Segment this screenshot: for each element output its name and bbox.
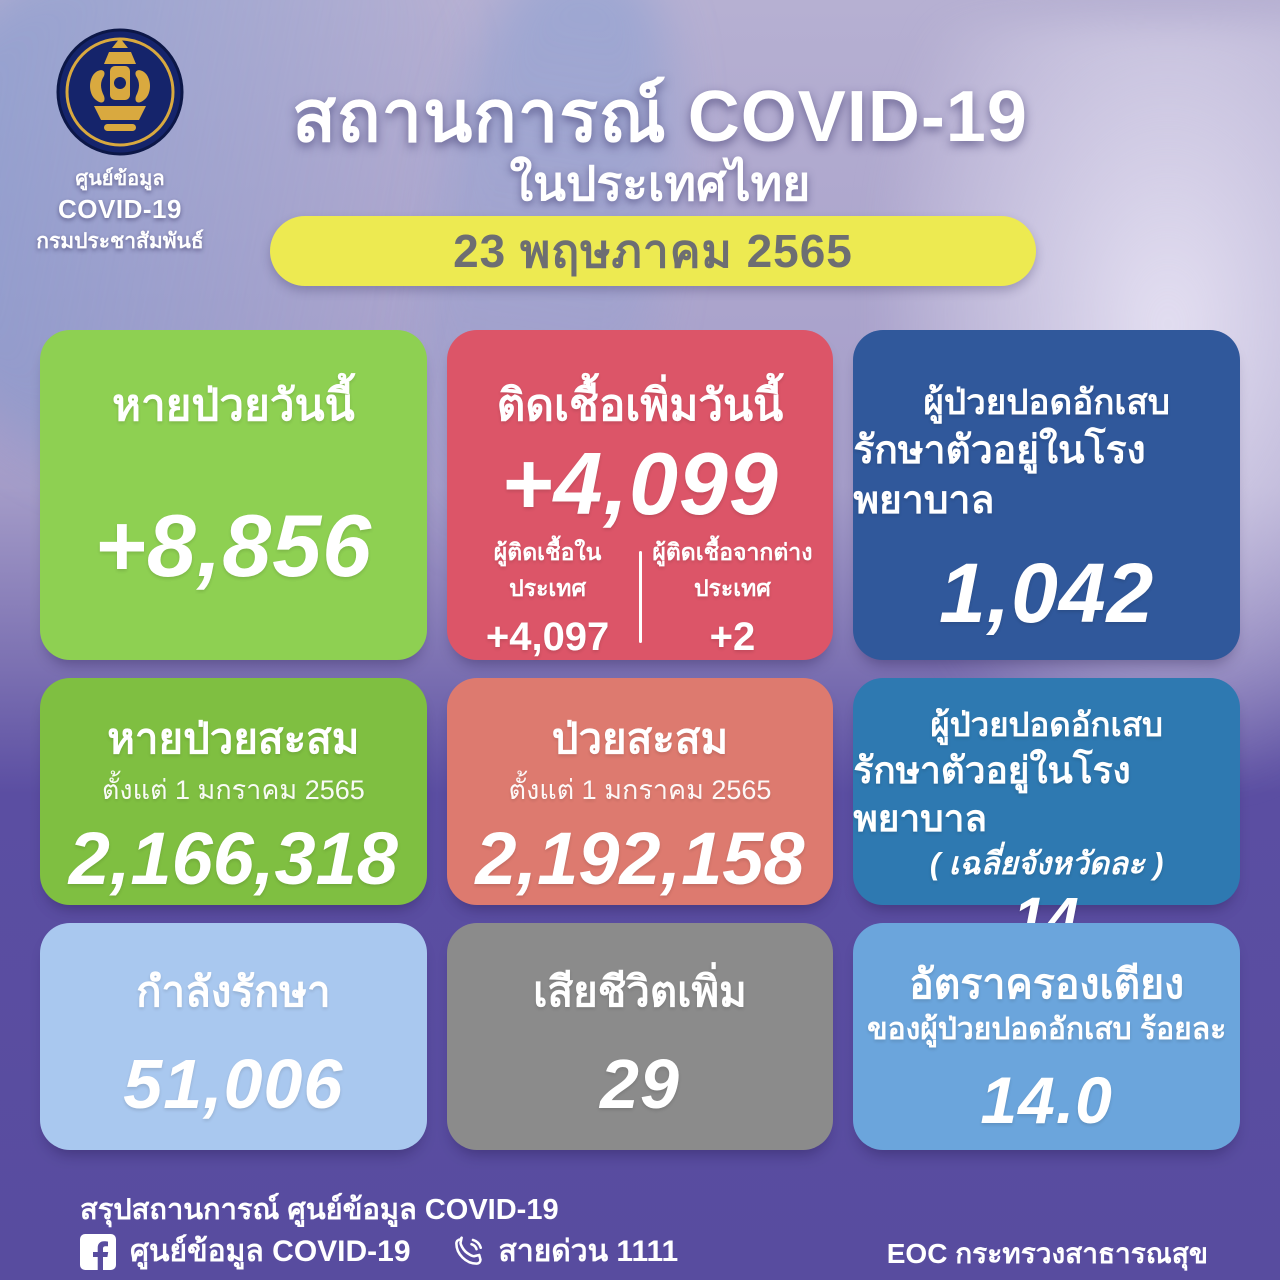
card-value: 2,192,158	[475, 816, 805, 900]
card-title: เสียชีวิตเพิ่ม	[533, 968, 747, 1015]
card-subtitle: ตั้งแต่ 1 มกราคม 2565	[508, 775, 772, 806]
logo-text-line1: ศูนย์ข้อมูล	[75, 168, 165, 190]
card-title-line2: รักษาตัวอยู่ในโรงพยาบาล	[853, 749, 1131, 839]
card-value: 14.0	[980, 1062, 1113, 1137]
card-recovered-cumulative: หายป่วยสะสม ตั้งแต่ 1 มกราคม 2565 2,166,…	[40, 678, 427, 905]
card-new-deaths: เสียชีวิตเพิ่ม 29	[446, 923, 834, 1150]
card-new-cases-today: ติดเชื้อเพิ่มวันนี้ +4,099 ผู้ติดเชื้อใน…	[446, 330, 834, 660]
domestic-cases-value: +4,097	[485, 614, 610, 659]
page-title: สถานการณ์ COVID-19	[292, 77, 1028, 157]
hotline-label: สายด่วน 1111	[498, 1235, 679, 1268]
abroad-cases-label: ผู้ติดเชื้อจากต่างประเทศ	[652, 538, 813, 601]
abroad-cases-value: +2	[709, 614, 756, 659]
card-title-line1: ผู้ป่วยปอดอักเสบ	[923, 383, 1170, 422]
facebook-page-label: ศูนย์ข้อมูล COVID-19	[130, 1235, 411, 1268]
card-subtitle: ตั้งแต่ 1 มกราคม 2565	[101, 775, 365, 806]
card-title: ติดเชื้อเพิ่มวันนี้	[496, 381, 784, 430]
footer-summary-text: สรุปสถานการณ์ ศูนย์ข้อมูล COVID-19	[80, 1194, 559, 1226]
logo-text-line3: กรมประชาสัมพันธ์	[36, 230, 204, 253]
logo-text-line2: COVID-19	[58, 194, 182, 224]
card-title-line3: ( เฉลี่ยจังหวัดละ )	[929, 846, 1164, 882]
card-cases-cumulative: ป่วยสะสม ตั้งแต่ 1 มกราคม 2565 2,192,158	[446, 678, 834, 905]
domestic-cases: ผู้ติดเชื้อในประเทศ +4,097	[457, 535, 639, 660]
card-pneumonia-hospitalized: ผู้ป่วยปอดอักเสบ รักษาตัวอยู่ในโรงพยาบาล…	[853, 330, 1240, 660]
card-title-line1: ผู้ป่วยปอดอักเสบ	[930, 706, 1163, 743]
stats-grid: หายป่วยวันนี้ +8,856 ติดเชื้อเพิ่มวันนี้…	[40, 330, 1240, 1150]
card-title-line1: อัตราครองเตียง	[909, 961, 1185, 1007]
case-breakdown-row: ผู้ติดเชื้อในประเทศ +4,097 ผู้ติดเชื้อจา…	[447, 535, 834, 694]
government-seal-logo: ศูนย์ข้อมูล COVID-19 กรมประชาสัมพันธ์	[10, 28, 230, 258]
facebook-icon	[80, 1233, 116, 1270]
card-value: 1,042	[939, 545, 1155, 640]
card-title: หายป่วยวันนี้	[111, 381, 355, 430]
card-title: หายป่วยสะสม	[107, 715, 360, 762]
footer-contact-row: ศูนย์ข้อมูล COVID-19 สายด่วน 1111	[80, 1228, 678, 1275]
card-value: +4,099	[501, 433, 779, 533]
card-recovered-today: หายป่วยวันนี้ +8,856	[40, 330, 427, 660]
garuda-emblem-icon	[56, 28, 184, 156]
card-pneumonia-avg-per-province: ผู้ป่วยปอดอักเสบ รักษาตัวอยู่ในโรงพยาบาล…	[853, 678, 1240, 951]
vertical-divider	[638, 551, 642, 644]
card-value: 2,166,318	[68, 816, 398, 900]
card-value: 29	[600, 1044, 680, 1123]
domestic-cases-label: ผู้ติดเชื้อในประเทศ	[493, 538, 602, 601]
card-title: ป่วยสะสม	[551, 715, 729, 762]
card-title-line2: ของผู้ป่วยปอดอักเสบ ร้อยละ	[867, 1013, 1227, 1047]
card-value: 51,006	[123, 1044, 344, 1123]
date-badge: 23 พฤษภาคม 2565	[270, 216, 1036, 286]
card-under-treatment: กำลังรักษา 51,006	[40, 923, 427, 1150]
footer-eoc-label: EOC กระทรวงสาธารณสุข	[886, 1238, 1208, 1269]
card-bed-occupancy: อัตราครองเตียง ของผู้ป่วยปอดอักเสบ ร้อยล…	[853, 923, 1240, 1150]
abroad-cases: ผู้ติดเชื้อจากต่างประเทศ +2	[642, 535, 824, 660]
card-value: +8,856	[94, 496, 373, 596]
card-title: กำลังรักษา	[136, 968, 331, 1015]
page-subtitle: ในประเทศไทย	[509, 158, 811, 211]
card-title-line2: รักษาตัวอยู่ในโรงพยาบาล	[853, 428, 1146, 523]
phone-icon	[451, 1235, 485, 1269]
